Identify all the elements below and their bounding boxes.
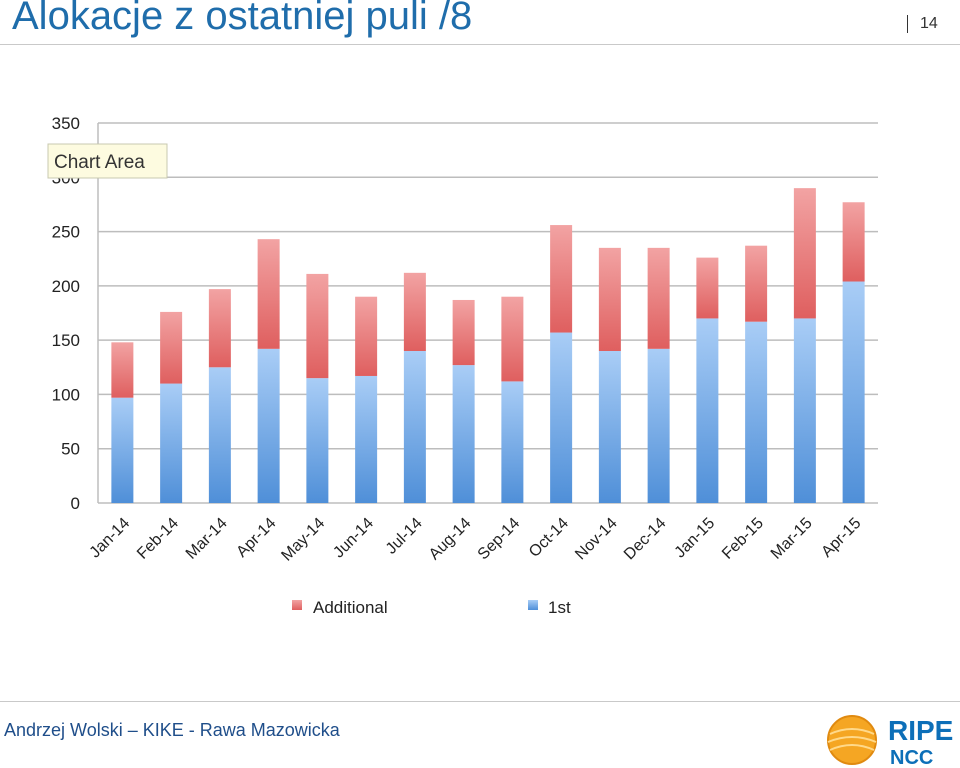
- bar-1st: [842, 281, 865, 503]
- bar-1st: [598, 351, 621, 503]
- bar-1st: [647, 348, 670, 503]
- bar-1st: [696, 318, 719, 503]
- bar-1st: [208, 367, 231, 503]
- slide-title: Alokacje z ostatniej puli /8: [12, 0, 473, 38]
- bar-additional: [452, 299, 475, 366]
- x-tick-label: Feb-15: [719, 515, 767, 563]
- y-tick-label: 0: [71, 494, 80, 513]
- bar-1st: [793, 318, 816, 503]
- logo-line2: NCC: [890, 747, 933, 768]
- footer-divider: [0, 701, 960, 702]
- bar-additional: [208, 289, 231, 368]
- logo-line1: RIPE: [888, 715, 953, 746]
- x-tick-label: Jan-14: [87, 515, 134, 562]
- x-tick-label: Sep-14: [475, 515, 524, 564]
- x-tick-label: Jan-15: [672, 515, 719, 562]
- page-number-divider: [907, 15, 908, 33]
- bar-1st: [160, 383, 183, 503]
- legend-label-additional: Additional: [313, 598, 388, 617]
- bar-additional: [793, 188, 816, 319]
- bar-1st: [306, 378, 329, 503]
- bar-1st: [257, 348, 280, 503]
- y-tick-label: 200: [52, 277, 80, 296]
- y-tick-label: 150: [52, 331, 80, 350]
- x-tick-label: Apr-14: [233, 515, 279, 561]
- bar-additional: [550, 225, 573, 333]
- page-number: 14: [920, 15, 938, 32]
- x-tick-label: May-14: [278, 515, 328, 565]
- bar-1st: [452, 365, 475, 503]
- bar-1st: [501, 381, 524, 503]
- bar-additional: [355, 296, 378, 376]
- bar-additional: [111, 342, 134, 398]
- x-tick-label: Mar-14: [183, 515, 231, 563]
- bar-additional: [501, 296, 524, 382]
- legend-swatch-additional: [292, 600, 302, 610]
- bar-additional: [745, 245, 768, 322]
- x-tick-label: Oct-14: [526, 515, 572, 561]
- legend-swatch-first: [528, 600, 538, 610]
- bars: [111, 188, 865, 503]
- x-tick-label: Apr-15: [818, 515, 864, 561]
- x-tick-label: Nov-14: [572, 515, 621, 564]
- bar-additional: [696, 257, 719, 319]
- x-tick-label: Dec-14: [621, 515, 670, 564]
- bar-1st: [745, 321, 768, 503]
- stacked-bar-chart: 050100150200250300350 Jan-14Feb-14Mar-14…: [47, 114, 878, 617]
- x-tick-label: Feb-14: [134, 515, 182, 563]
- y-tick-label: 50: [61, 440, 80, 459]
- logo-sun-icon: [828, 716, 876, 764]
- x-tick-label: Jul-14: [383, 515, 426, 558]
- bar-additional: [598, 247, 621, 351]
- footer-text: Andrzej Wolski – KIKE - Rawa Mazowicka: [4, 720, 340, 740]
- y-tick-label: 100: [52, 385, 80, 404]
- title-divider: [0, 44, 960, 45]
- bar-1st: [550, 332, 573, 503]
- legend-label-first: 1st: [548, 598, 571, 617]
- bar-additional: [842, 202, 865, 282]
- bar-additional: [160, 311, 183, 384]
- bar-1st: [403, 351, 426, 503]
- x-tick-label: Aug-14: [426, 515, 475, 564]
- legend: Additional 1st: [292, 598, 571, 617]
- bar-additional: [257, 239, 280, 349]
- x-tick-label: Mar-15: [768, 515, 816, 563]
- bar-additional: [647, 247, 670, 349]
- y-tick-label: 350: [52, 114, 80, 133]
- chart-area-tooltip: Chart Area: [47, 143, 168, 179]
- bar-1st: [111, 397, 134, 503]
- bar-1st: [355, 375, 378, 503]
- ripe-ncc-logo: RIPE NCC: [827, 715, 953, 768]
- tooltip-text: Chart Area: [54, 152, 145, 173]
- bar-additional: [403, 272, 426, 351]
- x-tick-label: Jun-14: [330, 515, 377, 562]
- y-tick-label: 250: [52, 223, 80, 242]
- bar-additional: [306, 273, 329, 379]
